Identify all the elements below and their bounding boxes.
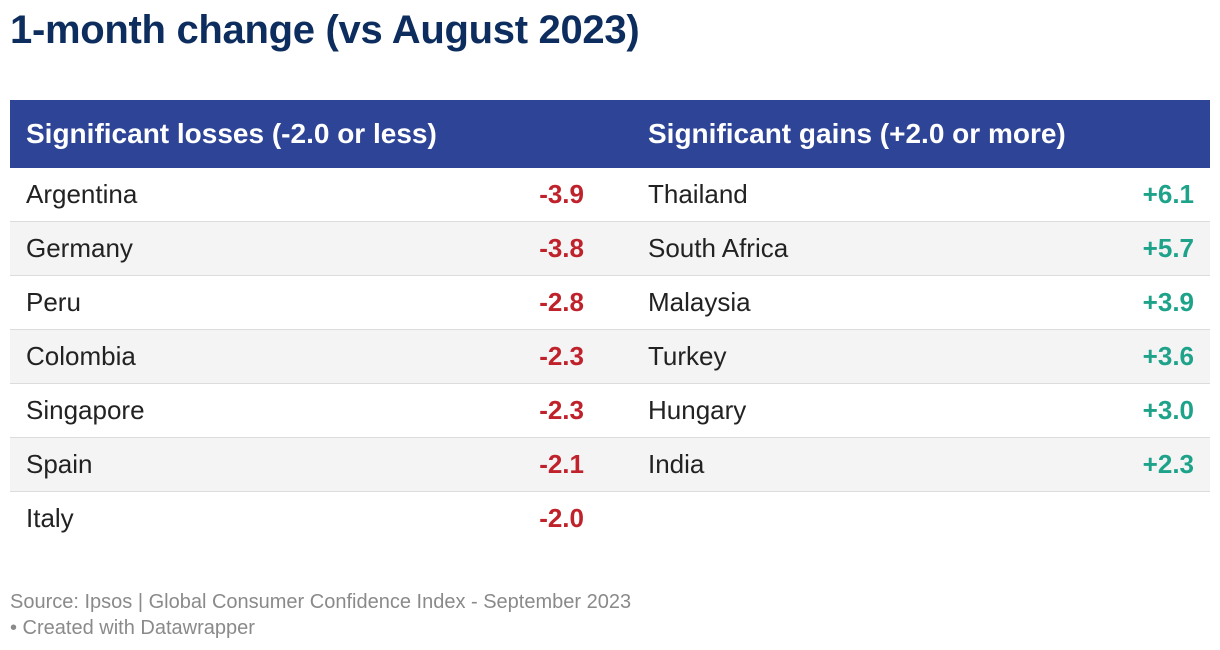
loss-value: -2.3 <box>539 341 584 371</box>
loss-country: Singapore <box>26 395 145 425</box>
table-row: Colombia -2.3 Turkey +3.6 <box>10 330 1210 384</box>
table-row: Italy -2.0 <box>10 492 1210 545</box>
gain-value: +3.6 <box>1142 341 1194 371</box>
gain-value: +3.0 <box>1142 395 1194 425</box>
gain-value: +6.1 <box>1142 179 1194 209</box>
gain-country: South Africa <box>648 233 789 263</box>
gain-country: Malaysia <box>648 287 751 317</box>
loss-value: -3.9 <box>539 179 584 209</box>
loss-country: Spain <box>26 449 93 479</box>
gain-country: Thailand <box>648 179 748 209</box>
source-note: Source: Ipsos | Global Consumer Confiden… <box>10 591 632 613</box>
gain-value: +3.9 <box>1142 287 1194 317</box>
gain-value: +2.3 <box>1142 449 1194 479</box>
loss-value: -3.8 <box>539 233 584 263</box>
loss-country: Argentina <box>26 179 138 209</box>
gain-value: +5.7 <box>1142 233 1194 263</box>
loss-country: Germany <box>26 233 133 263</box>
chart-footer: Source: Ipsos | Global Consumer Confiden… <box>10 589 631 641</box>
loss-value: -2.8 <box>539 287 584 317</box>
loss-value: -2.3 <box>539 395 584 425</box>
loss-country: Colombia <box>26 341 136 371</box>
table-header: Significant losses (-2.0 or less) Signif… <box>10 100 1210 168</box>
credit-note: • Created with Datawrapper <box>10 617 255 639</box>
losses-column-header: Significant losses (-2.0 or less) <box>26 118 437 149</box>
loss-country: Peru <box>26 287 81 317</box>
gain-country: India <box>648 449 705 479</box>
loss-value: -2.1 <box>539 449 584 479</box>
table-row: Peru -2.8 Malaysia +3.9 <box>10 276 1210 330</box>
chart-title: 1-month change (vs August 2023) <box>10 8 640 52</box>
table-row: Spain -2.1 India +2.3 <box>10 438 1210 492</box>
gain-country: Turkey <box>648 341 727 371</box>
loss-value: -2.0 <box>539 503 584 533</box>
loss-country: Italy <box>26 503 74 533</box>
table-row: Singapore -2.3 Hungary +3.0 <box>10 384 1210 438</box>
table-row: Germany -3.8 South Africa +5.7 <box>10 222 1210 276</box>
gain-country: Hungary <box>648 395 747 425</box>
data-table: Significant losses (-2.0 or less) Signif… <box>10 100 1210 545</box>
gains-column-header: Significant gains (+2.0 or more) <box>648 118 1066 149</box>
table-row: Argentina -3.9 Thailand +6.1 <box>10 168 1210 222</box>
